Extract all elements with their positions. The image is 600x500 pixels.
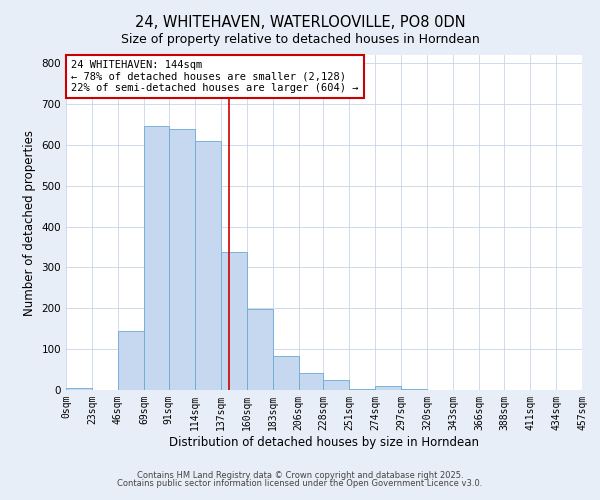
Text: 24, WHITEHAVEN, WATERLOOVILLE, PO8 0DN: 24, WHITEHAVEN, WATERLOOVILLE, PO8 0DN (134, 15, 466, 30)
Y-axis label: Number of detached properties: Number of detached properties (23, 130, 36, 316)
Bar (66, 388, 92, 390)
Bar (195, 141, 221, 390)
Bar (376, 386, 401, 390)
Text: 24 WHITEHAVEN: 144sqm
← 78% of detached houses are smaller (2,128)
22% of semi-d: 24 WHITEHAVEN: 144sqm ← 78% of detached … (71, 60, 359, 93)
Bar (272, 356, 299, 390)
Bar (144, 126, 169, 390)
Text: Size of property relative to detached houses in Horndean: Size of property relative to detached ho… (121, 32, 479, 46)
Text: Contains public sector information licensed under the Open Government Licence v3: Contains public sector information licen… (118, 479, 482, 488)
Bar (299, 373, 323, 390)
Bar (323, 380, 349, 390)
Bar (169, 128, 195, 390)
X-axis label: Distribution of detached houses by size in Horndean: Distribution of detached houses by size … (169, 436, 479, 448)
Bar (401, 389, 427, 390)
Bar (221, 252, 247, 390)
Text: Contains HM Land Registry data © Crown copyright and database right 2025.: Contains HM Land Registry data © Crown c… (137, 470, 463, 480)
Bar (247, 309, 272, 390)
Bar (349, 389, 376, 390)
Bar (118, 331, 144, 390)
